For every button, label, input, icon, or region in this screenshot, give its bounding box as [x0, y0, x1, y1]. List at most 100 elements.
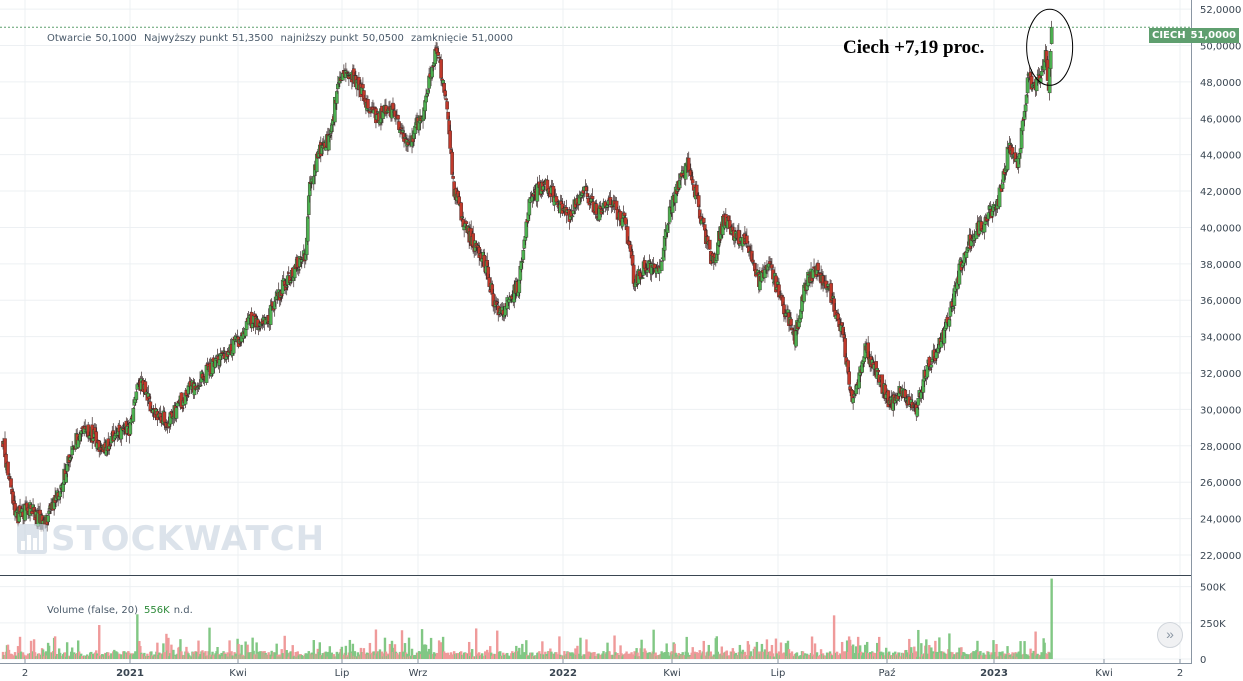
- volume-bar: [707, 644, 710, 659]
- candle-body: [459, 202, 463, 221]
- candle-body: [948, 307, 953, 317]
- volume-bar: [230, 651, 233, 659]
- volume-bar: [372, 651, 376, 659]
- volume-bar: [521, 643, 524, 659]
- volume-bar: [400, 630, 404, 659]
- volume-bar: [749, 651, 753, 659]
- volume-bar: [774, 638, 778, 659]
- volume-bar: [579, 637, 582, 659]
- candle-body: [554, 196, 559, 203]
- candle-body: [821, 275, 825, 286]
- candle-body: [391, 102, 395, 110]
- candle-body: [673, 186, 678, 204]
- volume-bar: [270, 650, 273, 659]
- candle-body: [162, 411, 167, 423]
- candle-body: [852, 394, 856, 397]
- candle-body: [107, 445, 112, 450]
- volume-bar: [715, 636, 719, 659]
- volume-bar: [574, 648, 577, 659]
- volume-bar: [286, 653, 289, 659]
- volume-bar: [795, 652, 799, 659]
- volume-bar: [10, 654, 14, 659]
- stockwatch-watermark: STOCKWATCH: [17, 519, 325, 559]
- candle-body: [1010, 147, 1015, 155]
- candle-body: [335, 91, 339, 104]
- candle-body: [645, 269, 650, 273]
- candle-body: [64, 473, 68, 483]
- volume-bar: [1045, 653, 1048, 659]
- volume-bar: [558, 636, 561, 659]
- volume-bar: [665, 643, 668, 659]
- candle-body: [763, 269, 767, 279]
- volume-bar: [496, 630, 499, 659]
- candle-body: [903, 389, 908, 398]
- highlight-ellipse: [1026, 8, 1074, 86]
- volume-bar: [197, 640, 200, 659]
- volume-bar: [951, 652, 954, 659]
- open-label: Otwarcie: [47, 33, 92, 44]
- volume-bar: [695, 652, 698, 659]
- volume-bar: [1043, 642, 1046, 659]
- volume-bar: [368, 642, 372, 659]
- volume-bar: [753, 646, 757, 659]
- volume-bar: [917, 629, 920, 659]
- volume-bar: [691, 647, 694, 659]
- volume-bar: [101, 653, 104, 659]
- candle-body: [997, 187, 1002, 208]
- volume-bar: [41, 649, 45, 659]
- volume-bar: [652, 629, 655, 659]
- volume-bar: [362, 648, 366, 659]
- volume-bar: [98, 625, 101, 659]
- y-tick-label: 52,0000: [1200, 5, 1241, 16]
- volume-bar: [840, 641, 844, 659]
- candle-body: [284, 285, 289, 288]
- volume-bar: [1034, 631, 1037, 659]
- candle-body: [286, 272, 291, 274]
- volume-bar: [143, 652, 146, 659]
- x-tick-label: Kwi: [1095, 668, 1113, 679]
- volume-bar: [429, 637, 433, 659]
- ticker-symbol: CIECH: [1152, 30, 1186, 41]
- volume-bar: [666, 651, 669, 659]
- candle-body: [272, 301, 277, 310]
- volume-bar: [915, 651, 918, 659]
- candle-body: [690, 179, 695, 184]
- y-tick-label: 42,0000: [1200, 187, 1241, 198]
- y-tick-label: 22,0000: [1200, 551, 1241, 562]
- candle-body: [1017, 153, 1022, 159]
- volume-bar: [170, 644, 173, 659]
- candle-body: [541, 185, 546, 191]
- volume-bar: [312, 640, 315, 659]
- candle-body: [425, 93, 429, 97]
- candle-body: [843, 338, 847, 358]
- volume-bar: [374, 629, 378, 659]
- candle-body: [436, 51, 440, 56]
- volume-bar: [65, 642, 69, 659]
- candle-body: [366, 99, 370, 109]
- volume-bar: [863, 644, 867, 659]
- volume-legend: Volume (false, 20) 556K n.d.: [47, 605, 193, 616]
- volume-bar: [993, 652, 996, 659]
- volume-bar: [1050, 578, 1053, 659]
- last-price-tag: CIECH 51,0000: [1149, 28, 1239, 43]
- volume-bar: [234, 653, 237, 659]
- candle-body: [640, 277, 645, 279]
- scroll-to-latest-button[interactable]: »: [1157, 622, 1183, 648]
- volume-bar: [538, 651, 541, 659]
- candle-body: [521, 250, 526, 260]
- volume-bar: [569, 652, 572, 659]
- volume-bar: [467, 641, 471, 659]
- volume-bar: [344, 645, 348, 659]
- volume-bar: [720, 646, 724, 659]
- volume-bar: [439, 642, 443, 659]
- volume-bar: [44, 651, 48, 659]
- candle-body: [445, 101, 449, 110]
- candle-body: [590, 196, 595, 200]
- candle-body: [758, 273, 762, 291]
- volume-bar: [136, 614, 139, 659]
- volume-tick-label: 0: [1200, 655, 1206, 666]
- volume-bar: [53, 636, 57, 659]
- candle-body: [649, 263, 654, 275]
- volume-bar: [880, 651, 883, 659]
